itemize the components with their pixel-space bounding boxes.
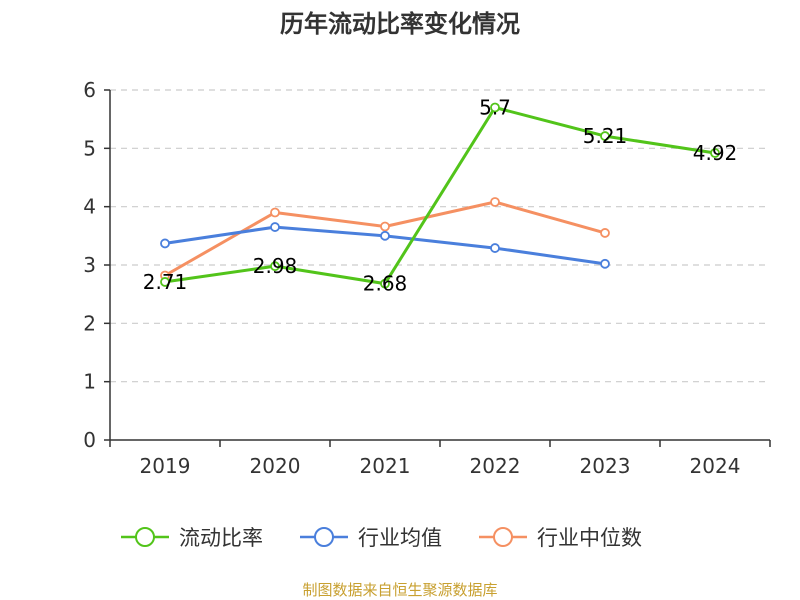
data-point — [490, 197, 500, 207]
x-tick-label: 2019 — [140, 454, 191, 478]
x-tick-label: 2021 — [360, 454, 411, 478]
legend-swatch-marker — [493, 527, 513, 547]
series-group — [160, 102, 720, 289]
y-tick-label: 4 — [83, 195, 96, 219]
data-label: 2.98 — [253, 254, 298, 278]
data-point — [600, 258, 610, 269]
legend-item: 流动比率 — [121, 526, 263, 550]
series-2 — [160, 222, 610, 269]
data-point — [270, 207, 280, 218]
legend-item: 行业均值 — [300, 526, 442, 550]
data-point — [490, 243, 500, 253]
data-point — [270, 222, 280, 232]
x-tick-label: 2024 — [690, 454, 741, 478]
legend-label: 行业中位数 — [537, 526, 642, 550]
y-tick-label: 1 — [83, 370, 96, 394]
legend-swatch-marker — [314, 527, 334, 547]
chart-title: 历年流动比率变化情况 — [280, 10, 520, 38]
legend: 流动比率 行业均值 行业中位数 — [121, 526, 642, 550]
data-point — [490, 102, 500, 113]
legend-item: 行业中位数 — [479, 526, 642, 550]
data-point — [380, 230, 390, 241]
y-tick-label: 3 — [83, 253, 96, 277]
data-label: 2.71 — [143, 270, 188, 294]
data-point — [710, 148, 720, 158]
data-label: 5.7 — [479, 96, 511, 120]
data-point — [380, 278, 390, 289]
legend-label: 流动比率 — [179, 526, 263, 550]
data-point — [600, 228, 610, 238]
y-tick-label: 6 — [83, 78, 96, 102]
y-tick-label: 5 — [83, 136, 96, 160]
grid-lines — [110, 89, 770, 383]
data-point — [160, 277, 170, 287]
data-label: 2.68 — [363, 272, 408, 296]
x-tick-label: 2022 — [470, 454, 521, 478]
data-point — [380, 221, 390, 232]
series-line — [164, 106, 716, 286]
data-point — [600, 131, 610, 141]
data-point — [160, 238, 170, 249]
x-tick-label: 2023 — [580, 454, 631, 478]
legend-swatch-marker — [135, 527, 155, 547]
source-note: 制图数据来自恒生聚源数据库 — [302, 581, 497, 599]
data-point — [270, 261, 280, 272]
data-label: 4.92 — [693, 141, 738, 165]
series-1 — [160, 102, 720, 289]
axes: 0 1 2 3 4 5 6 2019 2020 2021 2022 2023 2024 — [83, 78, 771, 478]
x-tick-label: 2020 — [250, 454, 301, 478]
y-tick-label: 0 — [83, 428, 96, 452]
y-tick-label: 2 — [83, 311, 96, 335]
data-label: 5.21 — [583, 124, 628, 148]
data-labels: 2.71 2.98 2.68 5.7 5.21 4.92 — [143, 96, 738, 296]
legend-label: 行业均值 — [358, 526, 442, 550]
